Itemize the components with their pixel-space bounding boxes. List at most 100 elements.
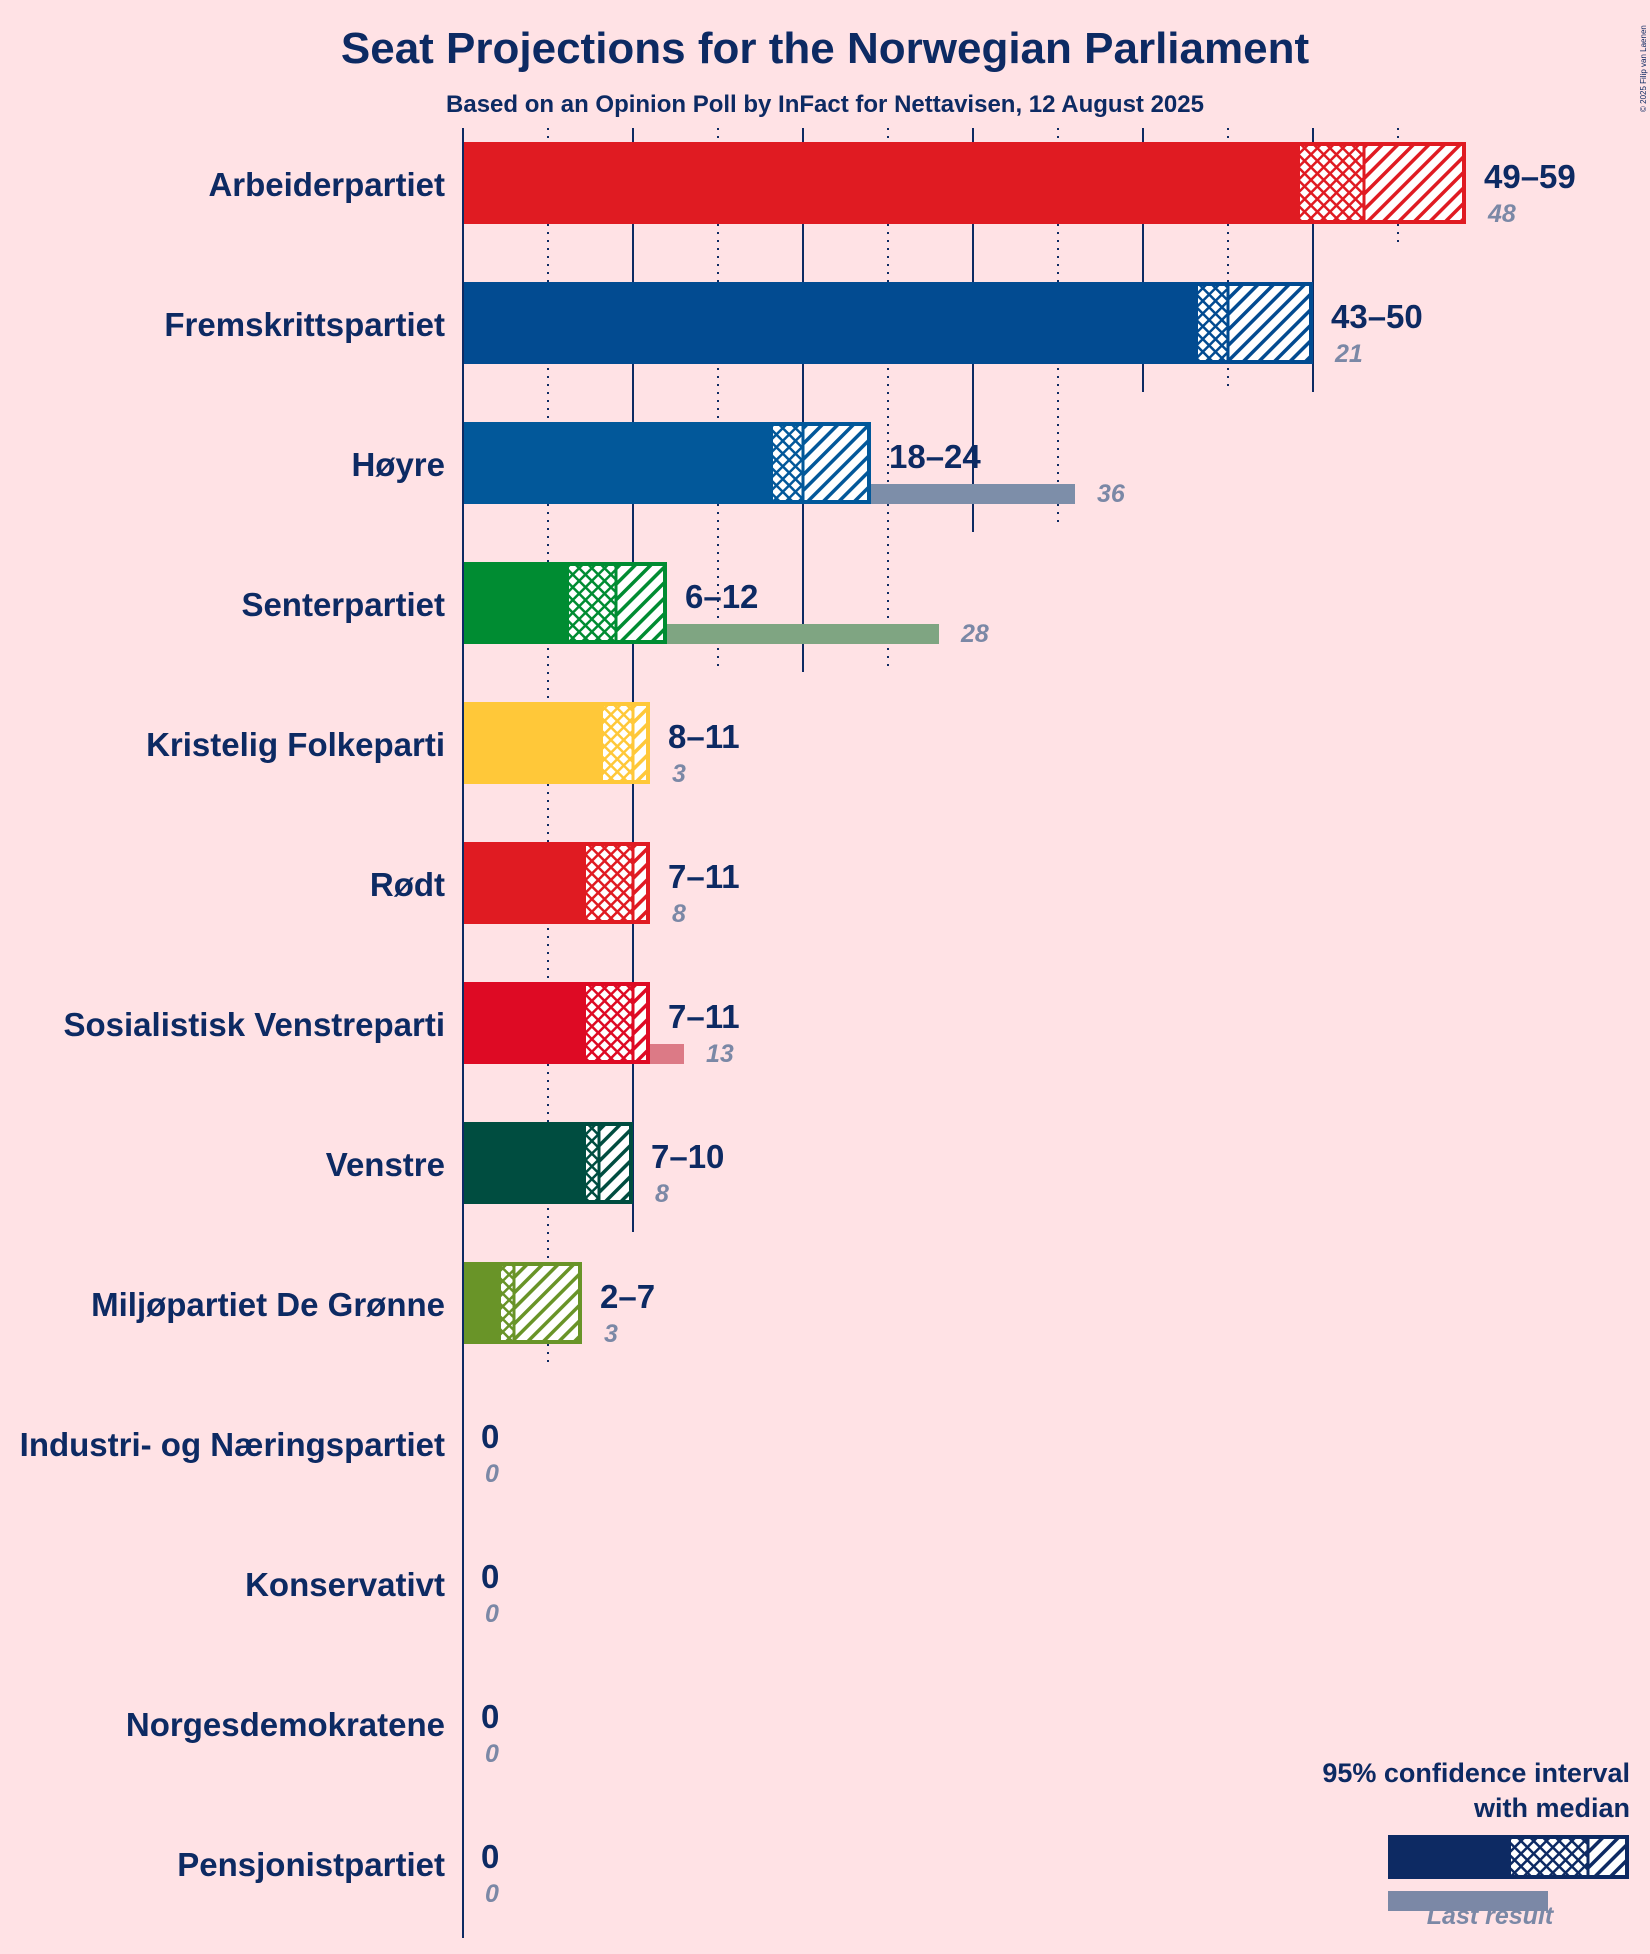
ci-upper-segment: [1228, 282, 1313, 364]
last-result-value: 0: [485, 1880, 499, 1908]
party-row-fremskrittspartiet: Fremskrittspartiet 43–50 21: [164, 282, 1423, 368]
seat-range-label: 0: [481, 1558, 499, 1595]
legend: 95% confidence interval with median Last…: [1322, 1758, 1630, 1930]
solid-segment: [463, 1262, 497, 1344]
ci-lower-segment: [769, 422, 803, 504]
party-name: Senterpartiet: [241, 586, 445, 623]
legend-ci-lower-segment: [1508, 1835, 1588, 1879]
party-row-r-dt: Rødt 7–11 8: [370, 842, 740, 928]
party-name: Sosialistisk Venstreparti: [63, 1006, 445, 1043]
last-result-value: 21: [1334, 340, 1363, 368]
party-row-pensjonistpartiet: Pensjonistpartiet 0 0: [177, 1838, 499, 1908]
ci-upper-segment: [616, 562, 667, 644]
ci-upper-segment: [599, 1122, 633, 1204]
last-result-value: 48: [1487, 200, 1516, 228]
solid-segment: [463, 282, 1194, 364]
last-result-value: 36: [1097, 480, 1126, 508]
confidence-interval-outline: [1296, 142, 1466, 224]
solid-segment: [463, 422, 769, 504]
party-row-senterpartiet: Senterpartiet 6–12 28: [241, 562, 989, 648]
chart-title: Seat Projections for the Norwegian Parli…: [341, 24, 1310, 73]
party-name: Norgesdemokratene: [126, 1706, 445, 1743]
last-result-value: 0: [485, 1600, 499, 1628]
ci-upper-segment: [633, 982, 650, 1064]
party-row-norgesdemokratene: Norgesdemokratene 0 0: [126, 1698, 499, 1768]
last-result-value: 0: [485, 1740, 499, 1768]
party-row-venstre: Venstre 7–10 8: [326, 1122, 724, 1208]
solid-segment: [463, 1122, 582, 1204]
confidence-interval-outline: [582, 842, 650, 924]
last-result-value: 3: [604, 1320, 618, 1348]
legend-line-1: 95% confidence interval: [1322, 1758, 1630, 1788]
confidence-interval-outline: [599, 702, 650, 784]
seat-range-label: 2–7: [600, 1278, 655, 1315]
party-name: Høyre: [351, 446, 445, 483]
confidence-interval-outline: [582, 1122, 633, 1204]
seat-range-label: 6–12: [685, 578, 758, 615]
party-name: Konservativt: [245, 1566, 445, 1603]
ci-upper-segment: [633, 702, 650, 784]
ci-upper-segment: [514, 1262, 582, 1344]
seat-range-label: 0: [481, 1418, 499, 1455]
solid-segment: [463, 842, 582, 924]
party-row-h-yre: Høyre 18–24 36: [351, 422, 1126, 508]
party-bars: Arbeiderpartiet 49–59 48 Fremskrittspartiet…: [20, 142, 1576, 1908]
ci-lower-segment: [582, 1122, 599, 1204]
party-name: Arbeiderpartiet: [208, 166, 445, 203]
ci-lower-segment: [1296, 142, 1364, 224]
seat-range-label: 7–11: [668, 998, 740, 1035]
party-row-arbeiderpartiet: Arbeiderpartiet 49–59 48: [208, 142, 1576, 228]
party-row-sosialistisk-venstreparti: Sosialistisk Venstreparti 7–11 13: [63, 982, 740, 1068]
ci-upper-segment: [803, 422, 871, 504]
party-name: Fremskrittspartiet: [164, 306, 445, 343]
party-row-industri-og-n-ringspartiet: Industri- og Næringspartiet 0 0: [20, 1418, 500, 1488]
solid-segment: [463, 702, 599, 784]
ci-upper-segment: [1364, 142, 1466, 224]
solid-segment: [463, 562, 565, 644]
legend-ci-outline: [1507, 1835, 1629, 1879]
party-name: Miljøpartiet De Grønne: [91, 1286, 445, 1323]
last-result-value: 8: [672, 900, 686, 928]
confidence-interval-outline: [582, 982, 650, 1064]
party-row-konservativt: Konservativt 0 0: [245, 1558, 499, 1628]
last-result-value: 8: [655, 1180, 669, 1208]
party-name: Kristelig Folkeparti: [146, 726, 445, 763]
last-result-value: 28: [960, 620, 989, 648]
confidence-interval-outline: [1194, 282, 1313, 364]
last-result-value: 13: [706, 1040, 734, 1068]
party-name: Industri- og Næringspartiet: [20, 1426, 445, 1463]
seat-range-label: 7–11: [668, 858, 740, 895]
ci-lower-segment: [582, 982, 633, 1064]
ci-lower-segment: [565, 562, 616, 644]
ci-lower-segment: [582, 842, 633, 924]
party-name: Rødt: [370, 866, 445, 903]
solid-segment: [463, 982, 582, 1064]
solid-segment: [463, 142, 1296, 224]
party-row-kristelig-folkeparti: Kristelig Folkeparti 8–11 3: [146, 702, 740, 788]
seat-range-label: 43–50: [1331, 298, 1423, 335]
ci-lower-segment: [1194, 282, 1228, 364]
seat-range-label: 8–11: [668, 718, 740, 755]
chart-subtitle: Based on an Opinion Poll by InFact for N…: [446, 91, 1204, 118]
confidence-interval-outline: [497, 1262, 582, 1344]
party-name: Venstre: [326, 1146, 445, 1183]
last-result-value: 3: [672, 760, 686, 788]
legend-ci-upper-segment: [1588, 1835, 1629, 1879]
seat-range-label: 0: [481, 1698, 499, 1735]
legend-solid-segment: [1388, 1835, 1508, 1879]
legend-last-result-bar: [1388, 1891, 1548, 1911]
legend-line-2: with median: [1473, 1793, 1630, 1823]
seat-range-label: 0: [481, 1838, 499, 1875]
seat-range-label: 18–24: [889, 438, 981, 475]
last-result-value: 0: [485, 1460, 499, 1488]
ci-lower-segment: [497, 1262, 514, 1344]
seat-range-label: 7–10: [651, 1138, 724, 1175]
copyright-notice: © 2025 Filip van Laenen: [1639, 25, 1648, 112]
seat-range-label: 49–59: [1484, 158, 1576, 195]
ci-lower-segment: [599, 702, 633, 784]
party-row-milj-partiet-de-gr-nne: Miljøpartiet De Grønne 2–7 3: [91, 1262, 655, 1348]
party-name: Pensjonistpartiet: [177, 1846, 445, 1883]
ci-upper-segment: [633, 842, 650, 924]
confidence-interval-outline: [769, 422, 871, 504]
